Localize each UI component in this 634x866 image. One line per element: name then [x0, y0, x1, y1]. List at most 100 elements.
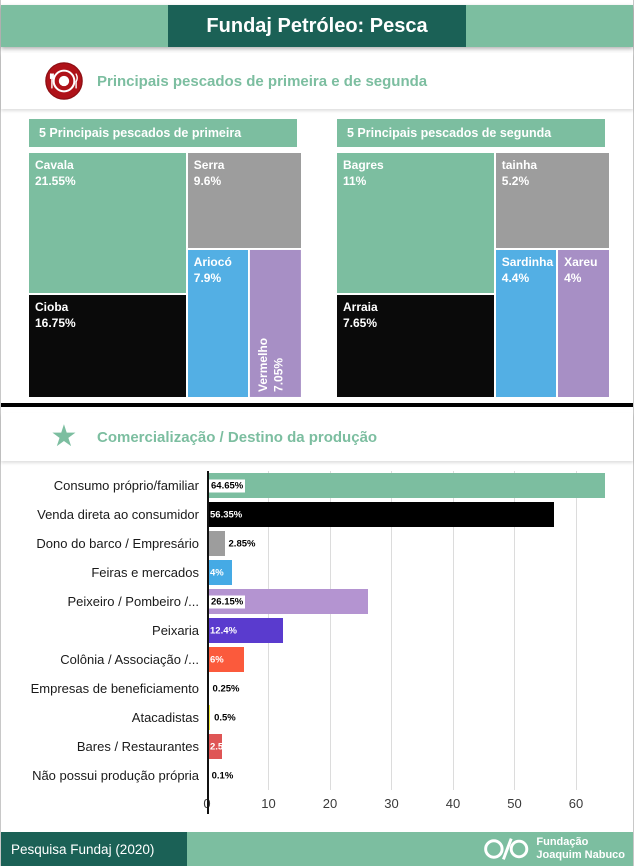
treemap-primeira-title: 5 Principais pescados de primeira — [29, 119, 297, 147]
value-label: 56.35% — [210, 509, 243, 520]
chart-row: Dono do barco / Empresário 2.85% — [1, 529, 633, 558]
treemap-segunda: 5 Principais pescados de segunda Bagres … — [337, 119, 609, 397]
treemap-cell-serra: Serra 9.6% — [187, 153, 301, 249]
section-divider — [1, 403, 633, 407]
cell-value: 9.6% — [193, 173, 222, 188]
value-label: 0.1% — [211, 770, 234, 781]
treemap-cell-xareu: Xareu 4% — [558, 250, 609, 397]
value-label: 0.25% — [212, 683, 240, 694]
cell-name: tainha — [501, 158, 538, 172]
treemap-cell-arioco: Ariocó 7.9% — [187, 250, 249, 397]
value-label: 0.5% — [214, 712, 236, 723]
bar-track: 0.5% — [207, 705, 619, 730]
chart-row: Feiras e mercados 4% — [1, 558, 633, 587]
footer-source: Pesquisa Fundaj (2020) — [1, 832, 187, 866]
category-label: Colônia / Associação /... — [60, 652, 199, 667]
chart-row: Peixaria 12.4% — [1, 616, 633, 645]
bar-chart: Consumo próprio/familiar 64.65% Venda dire… — [1, 461, 633, 816]
x-tick: 50 — [507, 796, 522, 811]
treemap-segunda-chart: Bagres 11% tainha 5.2% Arraia 7.65% Sard… — [337, 153, 609, 397]
cell-name: Ariocó — [193, 255, 232, 270]
category-label: Venda direta ao consumidor — [37, 507, 199, 522]
bar-rows: Consumo próprio/familiar 64.65% Venda dire… — [1, 471, 633, 790]
category-label: Atacadistas — [131, 710, 199, 725]
gridline — [514, 471, 516, 790]
value-label: 4% — [210, 567, 224, 578]
category-label: Feiras e mercados — [91, 565, 199, 580]
cell-name: Xareu — [564, 255, 598, 270]
cell-name: Serra — [193, 158, 225, 172]
footer-spacer — [187, 832, 483, 866]
gridline — [391, 471, 393, 790]
y-axis-line — [207, 471, 209, 814]
value-label: 6% — [210, 654, 224, 665]
chart-row: Peixeiro / Pombeiro /... 26.15% — [1, 587, 633, 616]
bar-track: 0.25% — [207, 676, 619, 701]
category-label: Peixeiro / Pombeiro /... — [67, 594, 200, 609]
section-fish-header: Principais pescados de primeira e de seg… — [1, 53, 633, 109]
treemap-primeira: 5 Principais pescados de primeira Cavala… — [29, 119, 301, 397]
gridline — [329, 471, 331, 790]
cell-value: 21.55% — [35, 173, 76, 188]
bar: 2.5% — [207, 734, 232, 759]
section-commerce-title: Comercialização / Destino da produção — [97, 428, 378, 446]
header-left-accent — [1, 5, 169, 47]
footer-brand-text: Fundação Joaquim Nabuco — [536, 836, 625, 862]
cell-name: Cavala — [35, 158, 74, 172]
app-header: Fundaj Petróleo: Pesca — [1, 5, 634, 47]
bar-track: 2.85% — [207, 531, 619, 556]
bar — [207, 531, 225, 556]
treemap-cell-bagres: Bagres 11% — [337, 153, 494, 293]
chart-row: Bares / Restaurantes 2.5% — [1, 732, 633, 761]
bar: 12.4% — [207, 618, 284, 643]
gridline — [575, 471, 577, 790]
header-right-accent — [465, 5, 634, 47]
cell-value: 4.4% — [501, 270, 530, 285]
brand-line2: Joaquim Nabuco — [536, 849, 625, 861]
x-tick: 10 — [261, 796, 276, 811]
fundaj-logo-icon — [484, 838, 529, 860]
treemap-cell-sardinha: Sardinha 4.4% — [495, 250, 557, 397]
cell-value: 16.75% — [35, 315, 76, 330]
value-label: 2.5% — [210, 741, 232, 752]
bar-track: 2.5% — [207, 734, 619, 759]
treemap-cell-tainha: tainha 5.2% — [495, 153, 609, 249]
x-tick: 20 — [322, 796, 338, 811]
cell-name: Bagres — [343, 158, 384, 172]
restaurant-icon — [45, 62, 83, 100]
chart-row: Atacadistas 0.5% — [1, 703, 633, 732]
value-label: 2.85% — [228, 538, 256, 549]
category-label: Dono do barco / Empresário — [36, 536, 199, 551]
bar-track: 56.35% — [207, 502, 619, 527]
chart-row: Empresas de beneficiamento 0.25% — [1, 674, 633, 703]
cell-name: Arraia — [343, 299, 378, 314]
treemap-cell-cavala: Cavala 21.55% — [29, 153, 186, 293]
page-title: Fundaj Petróleo: Pesca — [168, 5, 466, 47]
x-tick: 60 — [568, 796, 584, 811]
star-icon: ★ — [50, 420, 78, 453]
footer-brand: Fundação Joaquim Nabuco — [483, 832, 633, 866]
category-label: Bares / Restaurantes — [76, 739, 199, 754]
bar-track: 12.4% — [207, 618, 619, 643]
section-fish-title: Principais pescados de primeira e de seg… — [97, 72, 428, 90]
value-label: 12.4% — [210, 625, 237, 636]
cell-value: 7.05% — [271, 357, 286, 392]
cell-name: Sardinha — [501, 255, 554, 270]
treemap-cell-vermelho: Vermelho 7.05% — [250, 250, 301, 397]
bar: 4% — [207, 560, 232, 585]
chart-row: Não possui produção própria 0.1% — [1, 761, 633, 790]
bar-track: 64.65% — [207, 473, 619, 498]
x-tick: 30 — [384, 796, 399, 811]
category-label: Empresas de beneficiamento — [30, 681, 199, 696]
gridline — [452, 471, 454, 790]
treemap-segunda-title: 5 Principais pescados de segunda — [337, 119, 605, 147]
chart-row: Colônia / Associação /... 6% — [1, 645, 633, 674]
footer: Pesquisa Fundaj (2020) Fundação Joaquim … — [1, 832, 633, 866]
category-label: Peixaria — [152, 623, 199, 638]
cell-value: 7.9% — [193, 270, 222, 285]
treemap-cell-arraia: Arraia 7.65% — [337, 294, 494, 397]
bar-track: 26.15% — [207, 589, 619, 614]
cell-value: 11% — [343, 173, 367, 188]
brand-line1: Fundação — [536, 835, 589, 848]
cell-name: Cioba — [35, 299, 69, 314]
